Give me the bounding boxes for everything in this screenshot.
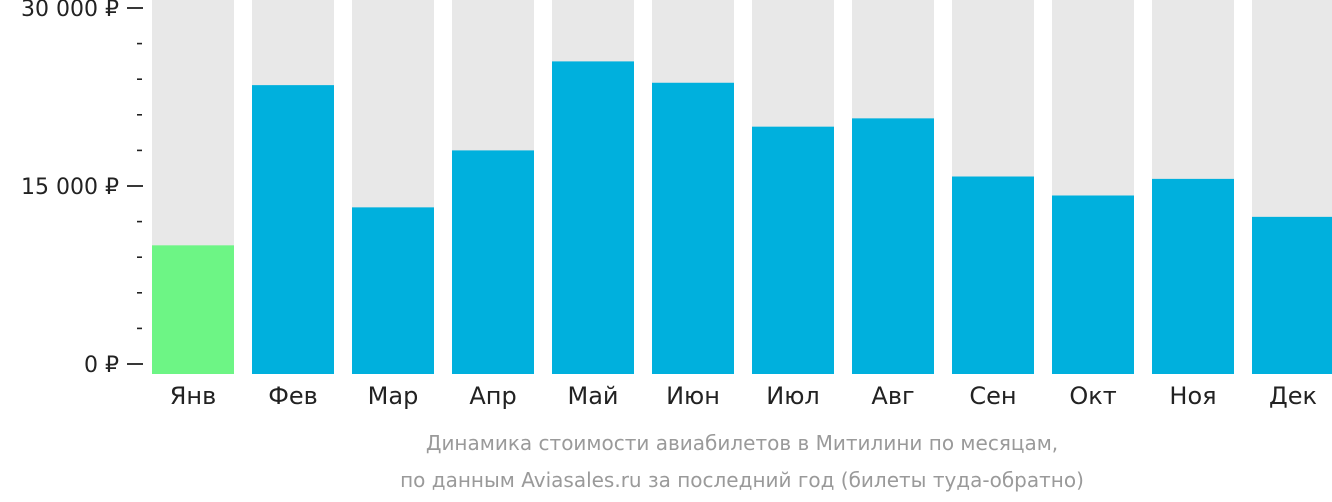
bar-month-9[interactable] (952, 176, 1034, 374)
bar-month-1[interactable] (152, 245, 234, 374)
x-tick-label-month-6: Июн (666, 382, 720, 410)
bar-month-10[interactable] (1052, 195, 1134, 374)
x-tick-label-month-12: Дек (1269, 382, 1317, 410)
bar-month-4[interactable] (452, 150, 534, 374)
bars (152, 61, 1332, 375)
x-tick-label-month-2: Фев (268, 382, 318, 410)
bar-month-2[interactable] (252, 85, 334, 374)
x-tick-label-month-3: Мар (368, 382, 419, 410)
x-tick-label-month-8: Авг (871, 382, 914, 410)
chart-caption-line-1: Динамика стоимости авиабилетов в Митилин… (426, 431, 1058, 455)
x-tick-label-month-1: Янв (170, 382, 217, 410)
x-axis-labels: Янв Фев Мар Апр Май Июн Июл Авг Сен Окт Ноя Дек (170, 382, 1317, 410)
x-tick-label-month-11: Ноя (1169, 382, 1216, 410)
bar-month-3[interactable] (352, 207, 434, 374)
x-tick-label-month-5: Май (567, 382, 618, 410)
x-tick-label-month-9: Сен (969, 382, 1016, 410)
y-tick-label-1: 15 000 ₽ (21, 175, 119, 200)
x-tick-label-month-10: Окт (1069, 382, 1116, 410)
y-tick-label-0: 0 ₽ (84, 353, 119, 378)
x-tick-label-month-4: Апр (469, 382, 516, 410)
bar-month-6[interactable] (652, 82, 734, 374)
chart-caption-line-2: по данным Aviasales.ru за последний год … (400, 468, 1084, 492)
bar-month-11[interactable] (1152, 178, 1234, 374)
y-tick-label-2: 30 000 ₽ (21, 0, 119, 22)
bar-month-8[interactable] (852, 118, 934, 374)
y-axis: 0 ₽ 15 000 ₽ 30 000 ₽ (21, 0, 143, 378)
bar-month-12[interactable] (1252, 216, 1332, 374)
bar-month-7[interactable] (752, 126, 834, 375)
bar-month-5[interactable] (552, 61, 634, 375)
x-tick-label-month-7: Июл (766, 382, 820, 410)
